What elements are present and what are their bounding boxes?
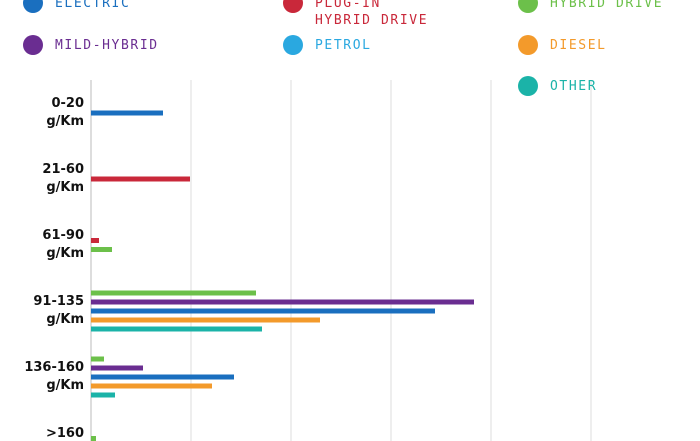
bar (91, 365, 143, 371)
legend-item: PLUG-IN HYBRID DRIVE (283, 0, 445, 29)
legend-marker (518, 0, 538, 13)
bar (91, 326, 262, 332)
legend-item: HYBRID DRIVE (518, 0, 680, 13)
legend-marker (518, 76, 538, 96)
y-tick-label: 21-60 g/Km (42, 162, 84, 195)
legend-item: MILD-HYBRID (23, 35, 185, 55)
legend-label: PETROL (315, 38, 372, 53)
legend-item: OTHER (518, 76, 680, 96)
bar (91, 374, 234, 380)
bar (91, 299, 474, 305)
bar (91, 238, 99, 243)
bar (91, 383, 212, 389)
legend-label: PLUG-IN HYBRID DRIVE (315, 0, 429, 28)
y-tick-label: 136-160 g/Km (24, 360, 84, 393)
bar (91, 356, 104, 362)
legend-marker (283, 35, 303, 55)
legend-marker (23, 35, 43, 55)
bar (91, 317, 320, 323)
bar (91, 308, 435, 314)
legend-item: DIESEL (518, 35, 680, 55)
legend-label: MILD-HYBRID (55, 38, 159, 53)
legend-label: OTHER (550, 79, 598, 94)
y-tick-label: 61-90 g/Km (42, 228, 84, 261)
y-tick-label: 0-20 g/Km (46, 96, 84, 129)
y-tick-label: 91-135 g/Km (33, 294, 84, 327)
legend-marker (23, 0, 43, 13)
legend-marker (518, 35, 538, 55)
bar (91, 436, 96, 441)
bar (91, 247, 112, 252)
legend-item: PETROL (283, 35, 445, 55)
legend-label: ELECTRIC (55, 0, 131, 11)
bar (91, 176, 190, 182)
legend-item: ELECTRIC (23, 0, 185, 13)
legend-label: DIESEL (550, 38, 607, 53)
bar (91, 110, 163, 116)
legend-marker (283, 0, 303, 13)
bar (91, 392, 115, 398)
legend-label: HYBRID DRIVE (550, 0, 664, 11)
bar (91, 290, 256, 296)
y-tick-label: >160 g/Km (45, 426, 84, 441)
